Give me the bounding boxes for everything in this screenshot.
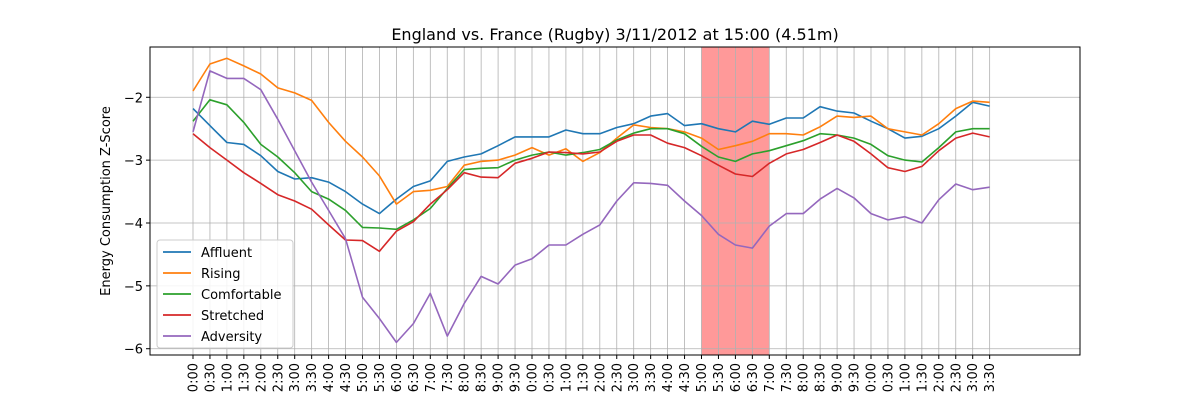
x-tick-label: 3:00 [627,363,642,392]
x-tick-label: 1:00 [898,363,913,392]
x-tick-label: 3:30 [305,363,320,392]
legend: Affluent Rising Comfortable Stretched Advers… [156,239,294,349]
x-tick-label: 4:30 [339,363,354,392]
x-tick-label: 1:30 [915,363,930,392]
x-tick-label: 8:30 [475,363,490,392]
x-tick-label: 0:30 [881,363,896,392]
legend-label: Affluent [201,246,252,261]
x-tick-label: 4:00 [661,363,676,392]
x-tick-label: 9:00 [831,363,846,392]
x-tick-label: 3:30 [644,363,659,392]
x-tick-label: 0:30 [203,363,218,392]
y-tick-label: −3 [124,154,143,169]
x-tick-label: 7:30 [780,363,795,392]
x-tick-label: 6:30 [407,363,422,392]
x-tick-label: 7:00 [424,363,439,392]
series-lines [192,57,990,344]
series-line-adversity [192,70,990,344]
x-tick-label: 5:30 [712,363,727,392]
y-tick-label: −6 [124,343,143,358]
x-axis-ticks: 0:00 0:30 1:00 1:30 2:00 2:30 3:00 3:30 4:00 4:30… [187,355,998,392]
series-line-rising [192,57,990,205]
x-tick-label: 0:30 [542,363,557,392]
y-axis-ticks: −6 −5 −4 −3 −2 [124,91,150,358]
x-tick-label: 5:00 [695,363,710,392]
x-tick-label: 0:00 [865,363,880,392]
x-tick-label: 2:30 [610,363,625,392]
plot-frame [149,46,1081,356]
y-tick-label: −5 [124,280,143,295]
x-tick-label: 3:30 [983,363,998,392]
x-tick-label: 1:30 [237,363,252,392]
x-tick-label: 2:30 [949,363,964,392]
x-tick-label: 7:30 [441,363,456,392]
x-tick-label: 8:00 [458,363,473,392]
x-tick-label: 8:30 [814,363,829,392]
legend-label: Rising [201,267,241,282]
legend-label: Stretched [201,309,264,324]
x-tick-label: 7:00 [763,363,778,392]
x-tick-label: 5:00 [356,363,371,392]
x-tick-label: 1:00 [220,363,235,392]
legend-box [156,239,294,349]
series-line-affluent [192,101,990,215]
legend-label: Adversity [201,330,262,345]
x-tick-label: 6:30 [746,363,761,392]
x-tick-label: 2:30 [271,363,286,392]
y-tick-label: −4 [124,217,143,232]
x-tick-label: 2:00 [593,363,608,392]
x-tick-label: 2:00 [932,363,947,392]
series-line-stretched [192,132,990,253]
x-tick-label: 1:00 [559,363,574,392]
x-tick-label: 3:00 [288,363,303,392]
x-tick-label: 6:00 [390,363,405,392]
x-tick-label: 2:00 [254,363,269,392]
x-tick-label: 9:30 [509,363,524,392]
x-tick-label: 0:00 [526,363,541,392]
x-tick-label: 9:00 [492,363,507,392]
series-line-comfortable [192,99,990,231]
x-tick-label: 9:30 [848,363,863,392]
x-tick-label: 4:00 [322,363,337,392]
x-tick-label: 0:00 [187,363,202,392]
x-tick-label: 5:30 [373,363,388,392]
legend-label: Comfortable [201,288,282,303]
chart-title: England vs. France (Rugby) 3/11/2012 at … [391,25,838,44]
x-tick-label: 8:00 [797,363,812,392]
x-tick-label: 6:00 [729,363,744,392]
x-tick-label: 3:00 [966,363,981,392]
x-tick-label: 4:30 [678,363,693,392]
y-tick-label: −2 [124,91,143,106]
y-axis-label: Energy Consumption Z-Score [99,106,114,296]
x-tick-label: 1:30 [576,363,591,392]
grid [150,47,1080,355]
